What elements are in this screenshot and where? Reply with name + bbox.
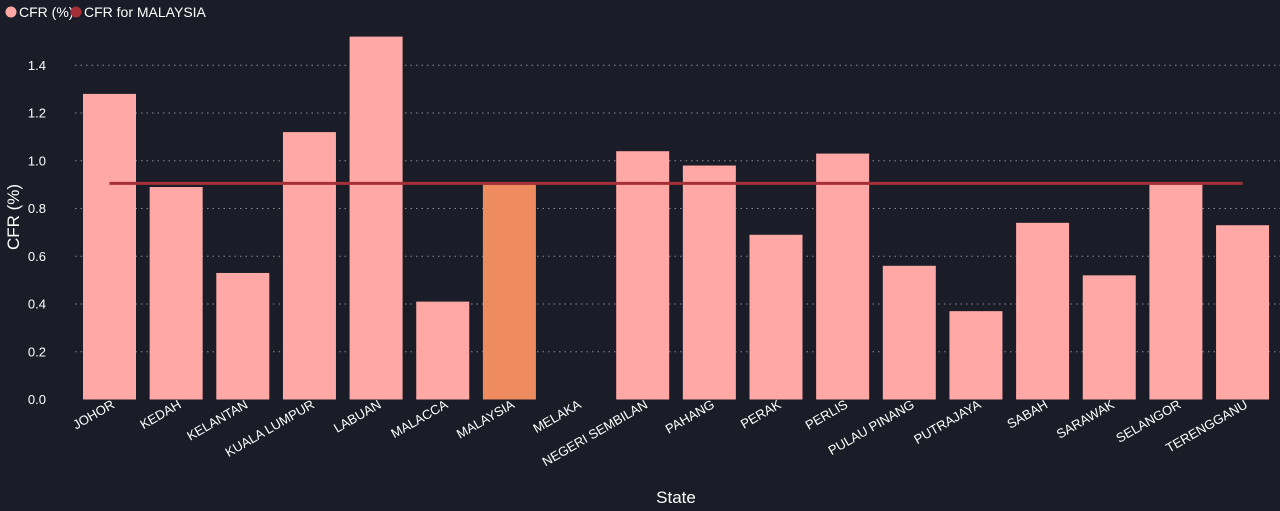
legend-swatch-cfr [5,6,17,18]
x-tick-label: PERAK [738,396,784,431]
bar-malaysia[interactable] [482,184,536,400]
legend: CFR (%) CFR for MALAYSIA [5,4,207,20]
bar-putrajaya[interactable] [949,311,1003,400]
bar-pahang[interactable] [682,165,736,400]
bar-perlis[interactable] [816,153,870,400]
x-axis-title: State [656,488,696,507]
y-axis-title: CFR (%) [4,184,23,250]
x-tick-label: MALACCA [388,396,450,441]
y-tick-label: 0.2 [28,344,46,359]
bar-malacca[interactable] [416,301,470,400]
y-axis-ticks: 0.0 0.2 0.4 0.6 0.8 1.0 1.2 1.4 [28,58,46,407]
bar-labuan[interactable] [349,36,403,400]
bar-kelantan[interactable] [216,272,270,400]
x-tick-label: JOHOR [70,397,117,433]
y-tick-label: 1.0 [28,153,46,168]
bar-johor[interactable] [83,93,136,400]
y-tick-label: 0.6 [28,249,46,264]
x-tick-label: SARAWAK [1054,396,1117,441]
x-tick-label: PAHANG [663,397,717,437]
x-tick-label: PUTRAJAYA [911,396,983,446]
bar-sarawak[interactable] [1082,275,1136,400]
legend-item-cfr-malaysia[interactable]: CFR for MALAYSIA [70,4,207,20]
bars [83,36,1270,400]
legend-swatch-cfr-malaysia [70,6,82,18]
legend-label-cfr-malaysia: CFR for MALAYSIA [84,4,207,20]
legend-item-cfr[interactable]: CFR (%) [5,4,74,20]
y-tick-label: 0.0 [28,392,46,407]
y-tick-label: 1.2 [28,106,46,121]
bar-pulau-pinang[interactable] [882,265,936,400]
y-tick-label: 0.4 [28,297,46,312]
x-tick-label: LABUAN [331,397,384,436]
bar-sabah[interactable] [1016,222,1070,400]
y-tick-label: 1.4 [28,58,46,73]
bar-negeri-sembilan[interactable] [616,151,670,400]
bar-perak[interactable] [749,234,803,400]
x-tick-label: KEDAH [137,397,183,432]
x-tick-label: MALAYSIA [454,396,517,441]
legend-label-cfr: CFR (%) [19,4,73,20]
x-tick-label: MELAKA [530,396,583,436]
x-tick-label: SABAH [1004,397,1050,432]
bar-terengganu[interactable] [1216,225,1270,400]
y-tick-label: 0.8 [28,201,46,216]
bar-selangor[interactable] [1149,184,1203,400]
x-tick-label: PERLIS [803,396,851,432]
bar-kedah[interactable] [149,187,203,400]
bar-kuala-lumpur[interactable] [282,132,336,400]
